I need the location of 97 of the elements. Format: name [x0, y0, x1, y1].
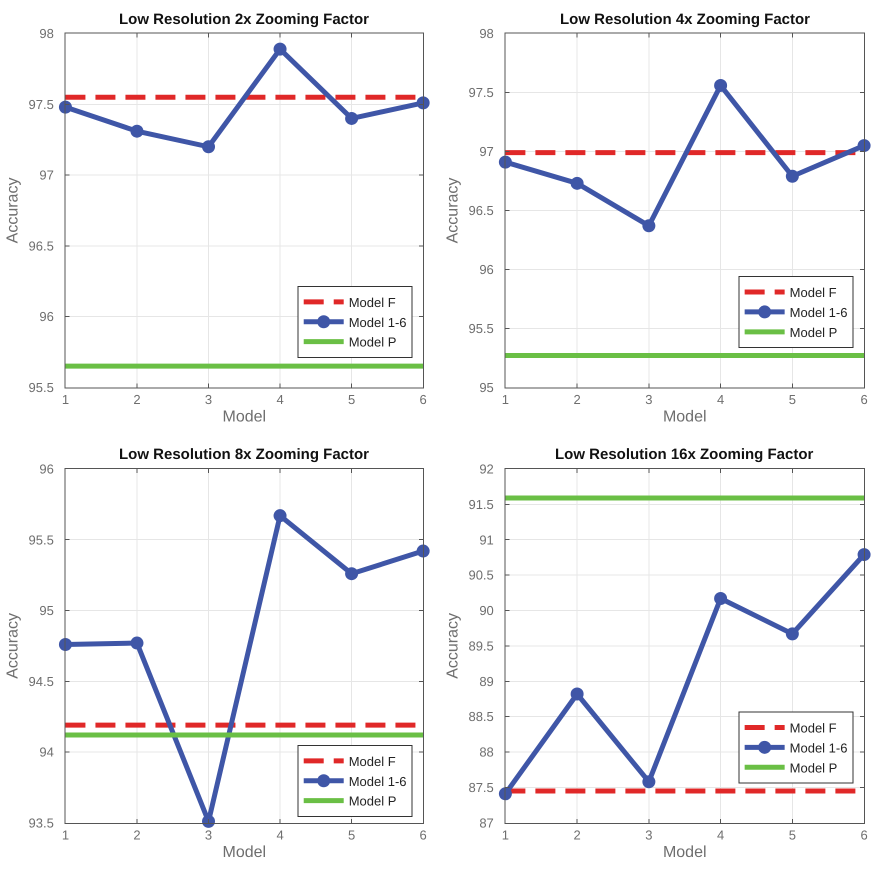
- x-tick-label: 1: [502, 827, 509, 842]
- point: [786, 627, 799, 640]
- y-tick-label: 92: [479, 462, 494, 477]
- y-axis-title: Accuracy: [444, 612, 462, 679]
- y-tick-label: 90.5: [468, 568, 494, 583]
- x-tick-label: 5: [788, 827, 796, 842]
- x-tick-label: 4: [716, 827, 724, 842]
- point: [714, 592, 728, 605]
- legend-label: Model 1-6: [348, 774, 407, 789]
- x-tick-label: 1: [62, 392, 70, 407]
- x-tick-label: 4: [716, 392, 724, 407]
- point: [642, 775, 656, 788]
- y-tick-label: 87.5: [468, 780, 494, 795]
- y-tick-label: 91.5: [468, 496, 494, 512]
- y-tick-label: 95: [479, 380, 494, 395]
- y-tick-label: 96: [479, 262, 494, 277]
- y-axis-title: Accuracy: [444, 178, 462, 244]
- y-tick-label: 94.5: [28, 674, 54, 689]
- legend-label: Model P: [790, 760, 838, 776]
- x-tick-label: 5: [788, 392, 796, 407]
- legend-label: Model F: [790, 285, 837, 300]
- y-tick-label: 95.5: [28, 532, 54, 548]
- x-axis-title: Model: [662, 408, 707, 426]
- y-tick-label: 90: [479, 603, 494, 618]
- chart-title: Low Resolution 2x Zooming Factor: [119, 11, 370, 28]
- point: [714, 78, 728, 92]
- y-tick-label: 91: [479, 532, 494, 548]
- y-tick-label: 96.5: [468, 203, 494, 218]
- x-tick-label: 6: [420, 392, 427, 407]
- x-tick-label: 5: [348, 827, 356, 842]
- x-tick-label: 6: [860, 827, 868, 842]
- y-tick-label: 97.5: [468, 85, 494, 100]
- x-axis-title: Model: [222, 408, 266, 426]
- legend-label: Model F: [348, 294, 396, 310]
- y-tick-label: 89.5: [468, 638, 494, 654]
- y-tick-label: 95.5: [28, 380, 54, 395]
- y-tick-label: 96: [39, 462, 54, 477]
- y-tick-label: 97.5: [28, 96, 54, 112]
- x-tick-label: 6: [420, 827, 427, 842]
- x-tick-label: 3: [204, 392, 212, 407]
- point: [345, 112, 358, 125]
- point: [416, 544, 430, 558]
- x-tick-label: 3: [645, 827, 652, 842]
- point: [858, 548, 871, 562]
- point: [202, 140, 216, 154]
- point: [274, 509, 287, 522]
- x-tick-label: 4: [276, 827, 284, 842]
- chart-title: Low Resolution 16x Zooming Factor: [555, 446, 814, 463]
- x-tick-label: 6: [860, 392, 868, 407]
- point: [498, 156, 512, 169]
- x-tick-label: 3: [645, 392, 652, 407]
- y-tick-label: 95.5: [468, 320, 494, 336]
- point: [345, 567, 358, 580]
- chart-title: Low Resolution 4x Zooming Factor: [560, 11, 810, 28]
- y-tick-label: 98: [479, 26, 494, 42]
- point: [130, 636, 144, 650]
- y-tick-label: 97: [479, 144, 494, 160]
- y-tick-label: 98: [39, 26, 54, 42]
- legend-label: Model 1-6: [790, 304, 848, 320]
- legend-label: Model F: [348, 754, 396, 769]
- x-tick-label: 2: [574, 392, 581, 407]
- point: [570, 688, 584, 700]
- x-tick-label: 2: [574, 827, 581, 842]
- x-axis-title: Model: [222, 844, 266, 862]
- point: [786, 170, 799, 183]
- point: [58, 638, 72, 651]
- point: [274, 42, 287, 56]
- y-tick-label: 93.5: [28, 815, 54, 830]
- legend-label: Model P: [790, 324, 838, 340]
- y-tick-label: 96.5: [28, 238, 54, 254]
- y-axis-title: Accuracy: [4, 178, 22, 244]
- x-tick-label: 2: [133, 392, 141, 407]
- x-tick-label: 1: [502, 392, 509, 407]
- legend-label: Model 1-6: [790, 740, 848, 756]
- point: [130, 124, 144, 138]
- y-tick-label: 95: [39, 603, 54, 618]
- x-tick-label: 3: [204, 827, 212, 842]
- x-tick-label: 5: [348, 392, 356, 407]
- y-tick-label: 97: [39, 168, 54, 183]
- x-tick-label: 2: [133, 827, 141, 842]
- y-tick-label: 96: [39, 309, 54, 324]
- legend-label: Model P: [348, 334, 396, 350]
- y-tick-label: 94: [39, 744, 54, 760]
- y-tick-label: 88: [479, 744, 494, 760]
- legend-label: Model P: [348, 794, 396, 809]
- point: [570, 176, 584, 190]
- y-tick-label: 88.5: [468, 709, 494, 724]
- y-axis-title: Accuracy: [4, 612, 22, 679]
- chart-title: Low Resolution 8x Zooming Factor: [119, 446, 370, 463]
- y-tick-label: 89: [479, 674, 494, 689]
- x-axis-title: Model: [662, 844, 707, 862]
- legend-label: Model F: [790, 720, 837, 736]
- x-tick-label: 4: [276, 392, 284, 407]
- y-tick-label: 87: [479, 815, 494, 830]
- x-tick-label: 1: [62, 827, 70, 842]
- legend-label: Model 1-6: [348, 314, 407, 330]
- point: [642, 219, 656, 232]
